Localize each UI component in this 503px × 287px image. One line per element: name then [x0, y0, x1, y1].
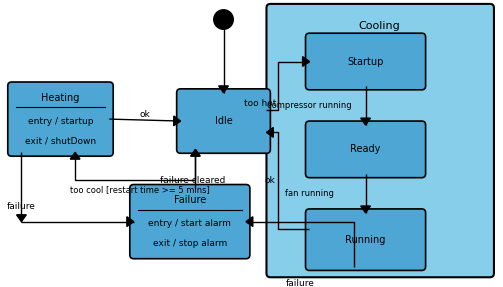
Polygon shape — [361, 118, 370, 125]
Circle shape — [214, 10, 233, 29]
Polygon shape — [267, 127, 273, 137]
Text: Running: Running — [346, 235, 386, 245]
Polygon shape — [174, 116, 181, 126]
Text: fan running: fan running — [285, 189, 333, 198]
Polygon shape — [219, 86, 228, 93]
Text: ok: ok — [265, 176, 275, 185]
Text: ok: ok — [139, 110, 150, 119]
FancyBboxPatch shape — [305, 121, 426, 178]
Text: entry / startup: entry / startup — [28, 117, 93, 125]
Text: failure: failure — [286, 279, 314, 287]
FancyBboxPatch shape — [8, 82, 113, 156]
FancyBboxPatch shape — [305, 209, 426, 270]
Polygon shape — [191, 149, 200, 156]
Polygon shape — [361, 206, 370, 213]
FancyBboxPatch shape — [267, 4, 494, 277]
Text: failure cleared: failure cleared — [160, 176, 225, 185]
Text: entry / start alarm: entry / start alarm — [148, 219, 231, 228]
FancyBboxPatch shape — [305, 33, 426, 90]
Text: Heating: Heating — [41, 93, 79, 103]
Polygon shape — [303, 57, 309, 66]
Text: exit / shutDown: exit / shutDown — [25, 136, 96, 145]
Text: Startup: Startup — [348, 57, 384, 67]
Polygon shape — [246, 217, 253, 226]
Text: too cool [restart time >= 5 mins]: too cool [restart time >= 5 mins] — [70, 185, 210, 194]
Text: exit / stop alarm: exit / stop alarm — [153, 238, 227, 248]
Text: Ready: Ready — [351, 144, 381, 154]
Text: failure: failure — [7, 202, 36, 211]
Text: Cooling: Cooling — [359, 22, 400, 32]
Text: Failure: Failure — [174, 195, 206, 205]
Polygon shape — [17, 215, 26, 222]
Text: too hot: too hot — [244, 99, 276, 108]
Polygon shape — [70, 152, 80, 159]
Text: Idle: Idle — [215, 116, 232, 126]
Text: compressor running: compressor running — [267, 101, 351, 110]
FancyBboxPatch shape — [130, 185, 250, 259]
Polygon shape — [127, 217, 134, 226]
FancyBboxPatch shape — [177, 89, 271, 153]
